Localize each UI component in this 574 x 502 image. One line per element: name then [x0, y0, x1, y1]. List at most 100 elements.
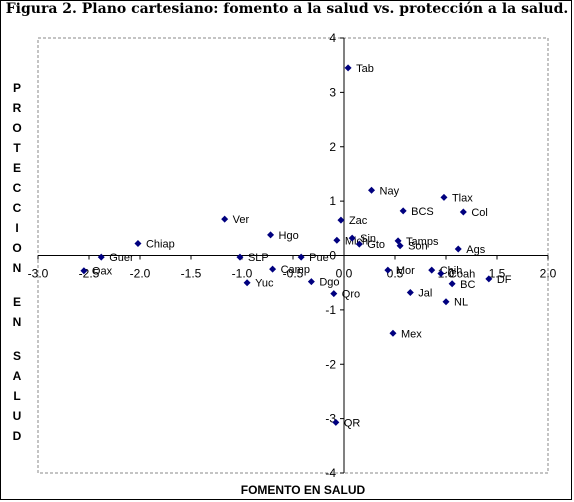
y-tick-label: 4 [329, 31, 336, 45]
data-point-label: QR [344, 417, 361, 429]
data-point-label: Chiap [146, 239, 175, 251]
y-axis-label-letter: N [13, 315, 22, 329]
x-tick-label: -2.0 [130, 267, 151, 281]
data-point-label: BC [460, 279, 475, 291]
data-point-marker [399, 207, 407, 215]
data-point-marker [368, 186, 376, 194]
data-point-marker [437, 269, 445, 277]
y-axis-label-letter: I [15, 221, 18, 235]
data-point-label: Qro [342, 289, 360, 301]
y-axis-label-letter: S [13, 349, 21, 363]
y-axis-label-letter: E [13, 295, 21, 309]
y-axis-label-letter: C [13, 201, 22, 215]
y-axis-label-letter: O [12, 241, 21, 255]
data-point-marker [337, 216, 345, 224]
data-point-label: Chih [440, 265, 463, 277]
y-tick-label: 2 [329, 140, 336, 154]
data-point-marker [440, 193, 448, 201]
data-point-label: Tlax [452, 192, 473, 204]
data-point-label: Mor [396, 265, 415, 277]
data-point-marker [269, 265, 277, 273]
y-axis-label-letter: O [12, 121, 21, 135]
data-point-marker [442, 298, 450, 306]
data-point-label: DF [497, 274, 512, 286]
tick-labels: -3.0 -2.5 -2.0 -1.5 -1.0 -0.5 0.0 0.5 1.0 1.5 2.04… [28, 31, 557, 480]
data-point-label: Zac [349, 215, 368, 227]
data-point-label: NL [454, 297, 468, 309]
y-axis-label-letter: E [13, 161, 21, 175]
y-tick-label: -4 [325, 466, 336, 480]
data-point-label: Coah [449, 268, 475, 280]
data-point-label: Camp [281, 264, 310, 276]
data-point-marker [384, 266, 392, 274]
data-point-label: Son [408, 241, 428, 253]
axes [37, 37, 549, 474]
data-point-marker [221, 215, 229, 223]
data-point-label: Gto [367, 239, 385, 251]
y-tick-label: -1 [325, 303, 336, 317]
data-point-marker [236, 253, 244, 261]
data-point-label: SLP [248, 252, 269, 264]
data-point-marker [448, 280, 456, 288]
data-point-label: BCS [411, 206, 434, 218]
y-axis-label-letter: R [13, 101, 22, 115]
data-point-marker [348, 234, 356, 242]
data-point-label: Jal [418, 287, 432, 299]
y-axis-label-letter: U [13, 409, 22, 423]
data-point-label: Col [471, 207, 488, 219]
data-point-label: Mex [401, 328, 422, 340]
y-axis-label-letter: T [13, 141, 21, 155]
data-point-marker [389, 329, 397, 337]
data-point-marker [485, 275, 493, 283]
y-axis-label-letter: C [13, 181, 22, 195]
data-point-marker [459, 208, 467, 216]
y-axis-label-letter: L [13, 389, 20, 403]
y-axis-label-letter: N [13, 261, 22, 275]
data-point-label: Hgo [279, 230, 299, 242]
y-axis-label-letter: P [13, 81, 21, 95]
x-axis-label: FOMENTO EN SALUD [241, 483, 366, 497]
data-point-marker [134, 240, 142, 248]
data-point-marker [297, 253, 305, 261]
x-tick-label: -0.5 [283, 267, 304, 281]
y-tick-label: -2 [325, 357, 336, 371]
data-point-marker [396, 242, 404, 250]
y-axis-label-letter: D [13, 429, 22, 443]
data-point-label: Oax [92, 266, 113, 278]
data-point-label: Ags [466, 244, 485, 256]
data-point-marker [454, 245, 462, 253]
y-tick-label: 3 [329, 85, 336, 99]
data-point-marker [344, 64, 352, 72]
y-tick-label: 0 [329, 249, 336, 263]
data-point-marker [406, 288, 414, 296]
x-tick-label: 1.0 [438, 267, 455, 281]
x-tick-label: 0.0 [336, 267, 353, 281]
x-tick-label: -1.0 [232, 267, 253, 281]
x-tick-label: -3.0 [28, 267, 49, 281]
y-axis-label-letter: A [13, 369, 22, 383]
data-point-label: Tamps [406, 236, 439, 248]
data-point-marker [333, 236, 341, 244]
data-point-marker [267, 231, 275, 239]
data-point-marker [80, 267, 88, 275]
data-point-marker [97, 253, 105, 261]
y-tick-label: 1 [329, 194, 336, 208]
data-point-marker [330, 290, 338, 298]
data-point-marker [355, 240, 363, 248]
y-tick-label: -3 [325, 412, 336, 426]
x-tick-label: 1.5 [489, 267, 506, 281]
x-tick-label: -1.5 [181, 267, 202, 281]
data-point-label: Guer [109, 252, 134, 264]
data-point-marker [307, 278, 315, 286]
data-point-label: Yuc [255, 278, 274, 290]
data-point-label: Sin [360, 233, 376, 245]
data-point-label: Pue [309, 252, 329, 264]
x-tick-label: 2.0 [540, 267, 557, 281]
data-point-label: Nay [380, 185, 400, 197]
data-point-label: Ver [233, 214, 250, 226]
figure-title: Figura 2. Plano cartesiano: fomento a la… [5, 1, 569, 17]
data-point-label: Tab [356, 63, 374, 75]
